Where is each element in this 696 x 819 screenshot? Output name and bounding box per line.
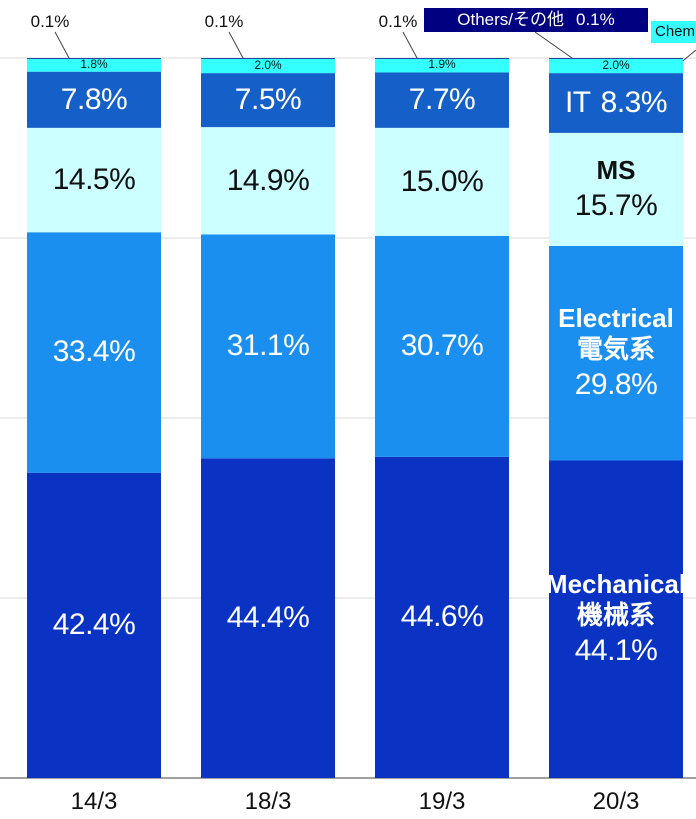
value-label: 1.9%: [428, 57, 456, 72]
bar-segment: [201, 127, 335, 235]
value-label: 14.9%: [226, 163, 310, 197]
segment-label: 15.0%: [375, 128, 509, 236]
segment-label: 44.6%: [375, 457, 509, 778]
segment-label: Electrical 電気系 29.8%: [549, 246, 683, 461]
segment-label: 14.5%: [27, 128, 161, 232]
bar-segment: [375, 127, 509, 236]
value-label: 2.0%: [254, 57, 282, 72]
value-label: 0.1%: [204, 11, 244, 31]
segment-label: 7.5%: [201, 73, 335, 127]
value-label: 31.1%: [226, 329, 310, 363]
others-box: Others/その他 0.1%: [424, 8, 648, 32]
value-label: 15.0%: [400, 164, 484, 198]
value-label: 33.4%: [52, 335, 136, 369]
value-label: 44.4%: [226, 601, 310, 635]
value-label: 44.1%: [574, 634, 658, 668]
series-name: Electrical 電気系: [558, 302, 674, 365]
segment-label: MS 15.7%: [549, 133, 683, 246]
leader-line: [534, 31, 573, 59]
x-tick-label: 14/3: [70, 787, 118, 815]
bar-segment: [375, 58, 509, 73]
bar-segment: [375, 235, 509, 457]
segment-label: 44.4%: [201, 458, 335, 778]
leader-line: [228, 31, 244, 59]
x-tick-label: 18/3: [244, 787, 292, 815]
series-name: MS: [596, 154, 636, 185]
value-label: 0.1%: [576, 9, 615, 29]
bar-segment: [27, 472, 161, 778]
bar-segment: [375, 72, 509, 128]
bar-segment: [549, 245, 683, 461]
bar-segment: [201, 234, 335, 459]
value-label: 2.0%: [602, 57, 630, 72]
bar-segment: [201, 73, 335, 128]
bar-segment: [549, 58, 683, 59]
bar-segment: [201, 458, 335, 778]
value-label: 29.8%: [574, 368, 658, 402]
bar-segment: [27, 58, 161, 59]
segment-label: 33.4%: [27, 232, 161, 472]
series-name: Others/その他: [457, 9, 564, 29]
segment-label: 42.4%: [27, 473, 161, 778]
x-tick-label: 20/3: [592, 787, 640, 815]
value-label: 15.7%: [574, 188, 658, 222]
segment-label: 30.7%: [375, 236, 509, 457]
leader-line: [54, 31, 70, 59]
bar-segment: [375, 58, 509, 59]
bar-segment: [549, 132, 683, 246]
bar-segment: [549, 73, 683, 133]
segment-label: Mechanical 機械系 44.1%: [545, 460, 687, 778]
segment-label: 31.1%: [201, 234, 335, 458]
bar-segment: [201, 58, 335, 59]
series-name: Mechanical 機械系: [545, 569, 687, 631]
segment-label: 14.9%: [201, 127, 335, 234]
value-label: 42.4%: [52, 608, 136, 642]
value-label: 14.5%: [52, 163, 136, 197]
leader-line: [682, 49, 696, 62]
bar-segment: [201, 58, 335, 74]
value-label: 7.7%: [408, 83, 476, 117]
series-name-box: Chem: [651, 21, 696, 43]
value-label: 7.8%: [60, 82, 128, 116]
segment-label: IT 8.3%: [549, 73, 683, 133]
segment-label: 7.7%: [375, 72, 509, 127]
bar-segment: [375, 456, 509, 778]
bar-segment: [549, 460, 683, 778]
value-label: 8.3%: [600, 85, 668, 119]
bar-segment: [27, 232, 161, 473]
bar-segment: [27, 58, 161, 72]
series-name: IT: [564, 85, 591, 119]
bar-segment: [27, 71, 161, 128]
leader-line: [402, 31, 418, 59]
x-tick-label: 19/3: [418, 787, 466, 815]
value-label: 30.7%: [400, 329, 484, 363]
value-label: 7.5%: [234, 83, 302, 117]
value-label: 44.6%: [400, 600, 484, 634]
value-label: 0.1%: [30, 11, 70, 31]
bar-segment: [549, 58, 683, 74]
value-label: 1.8%: [80, 57, 108, 71]
value-label: 0.1%: [378, 11, 418, 31]
segment-label: 7.8%: [27, 72, 161, 128]
bar-segment: [27, 127, 161, 233]
